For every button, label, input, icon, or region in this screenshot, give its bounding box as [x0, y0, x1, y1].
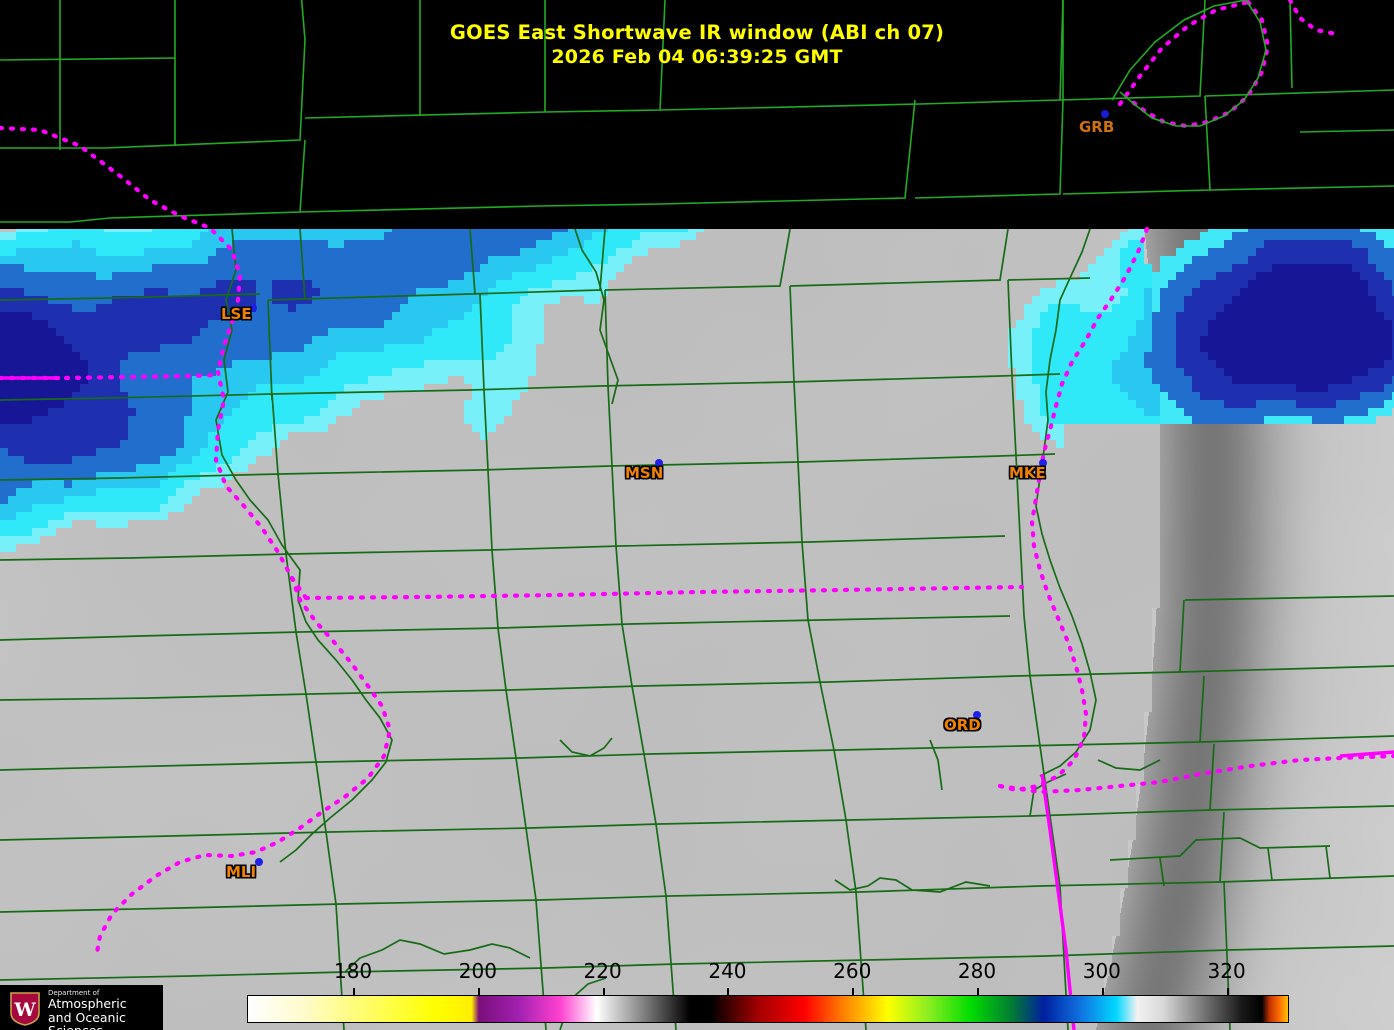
colorbar-tick-label: 320 — [1207, 959, 1246, 983]
county-lines-void — [0, 0, 1394, 223]
colorbar-tick-label: 200 — [458, 959, 497, 983]
colorbar: 180 200 220 240 260 280 300 320 — [247, 959, 1289, 1023]
shoreline-void — [1111, 0, 1267, 127]
svg-text:W: W — [13, 999, 36, 1021]
colorbar-tick-label: 300 — [1082, 959, 1121, 983]
logo-text: Department of Atmospheric and Oceanic Sc… — [48, 989, 163, 1030]
logo-line-2: Atmospheric — [48, 996, 127, 1011]
colorbar-tick — [1101, 988, 1104, 995]
colorbar-tick — [1226, 988, 1229, 995]
colorbar-tick-label: 280 — [957, 959, 997, 983]
colorbar-gradient — [247, 995, 1289, 1023]
colorbar-tick-label: 260 — [833, 959, 872, 983]
colorbar-tick-label: 220 — [583, 959, 622, 983]
uw-aos-logo: W Department of Atmospheric and Oceanic … — [0, 985, 163, 1030]
colorbar-tick-label: 240 — [708, 959, 747, 983]
colorbar-tick — [977, 988, 980, 995]
state-borders-dotted — [0, 125, 1394, 961]
uw-crest-icon: W — [10, 992, 40, 1026]
colorbar-tick — [477, 988, 480, 995]
state-border-solid — [0, 376, 1394, 1030]
state-borders-void — [1117, 0, 1339, 129]
county-lines-land — [0, 229, 1394, 1030]
colorbar-tick-label: 180 — [333, 959, 373, 983]
logo-line-1: Department of — [48, 989, 100, 997]
colorbar-tick — [727, 988, 730, 995]
logo-line-3: and Oceanic Sciences — [48, 1009, 126, 1030]
colorbar-tick — [852, 988, 855, 995]
colorbar-tick — [602, 988, 605, 995]
colorbar-tick — [353, 988, 356, 995]
